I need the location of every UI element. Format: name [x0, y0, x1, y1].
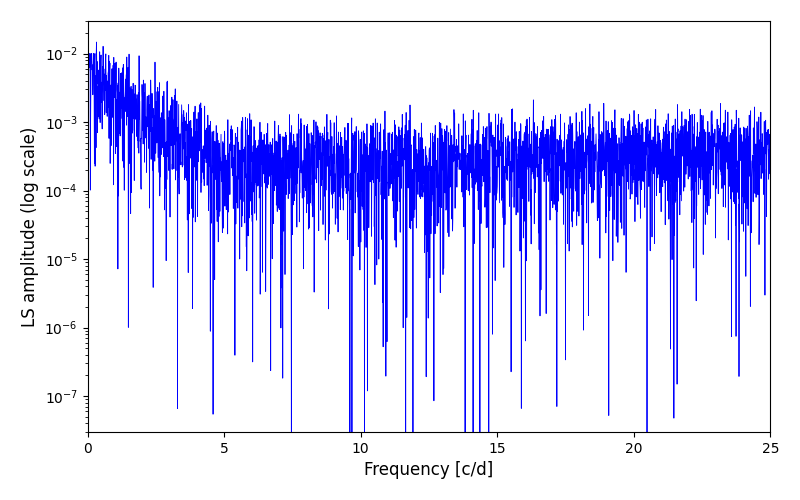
Y-axis label: LS amplitude (log scale): LS amplitude (log scale) — [21, 126, 39, 326]
X-axis label: Frequency [c/d]: Frequency [c/d] — [364, 461, 494, 479]
